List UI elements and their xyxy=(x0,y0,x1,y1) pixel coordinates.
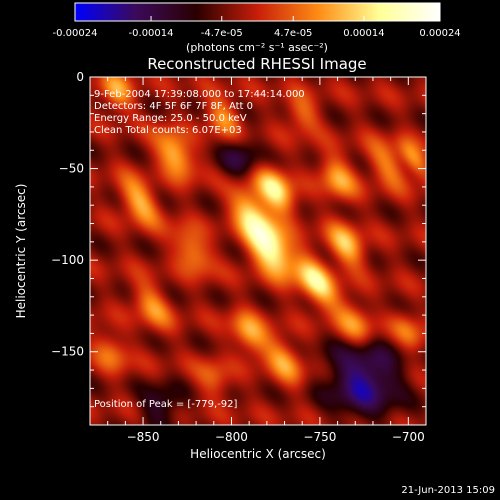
x-axis: −850 −800 −750 −700 xyxy=(107,77,427,444)
x-tick-label: −800 xyxy=(215,430,248,444)
colorbar-tick-label: -0.00024 xyxy=(53,28,98,39)
chart-title: Reconstructed RHESSI Image xyxy=(147,55,366,73)
colorbar-tick-label: 0.00014 xyxy=(343,28,384,39)
x-tick-label: −850 xyxy=(127,430,160,444)
y-tick-label: −100 xyxy=(51,253,84,267)
colorbar-tick-label: 0.00024 xyxy=(419,28,460,39)
x-axis-label: Heliocentric X (arcsec) xyxy=(190,447,326,461)
colorbar-ticks: -0.00024 -0.00014 -4.7e-05 4.7e-05 0.00014 0.… xyxy=(53,16,461,39)
footer-timestamp: 21-Jun-2013 15:09 xyxy=(401,485,495,496)
peak-label: Position of Peak = [-779,-92] xyxy=(94,399,238,410)
x-tick-label: −700 xyxy=(392,430,425,444)
x-tick-label: −750 xyxy=(303,430,336,444)
y-axis-label: Heliocentric Y (arcsec) xyxy=(14,184,28,319)
annotation-line: Detectors: 4F 5F 6F 7F 8F, Att 0 xyxy=(94,101,253,112)
colorbar-tick-label: -0.00014 xyxy=(129,28,174,39)
y-tick-label: −50 xyxy=(59,162,84,176)
y-axis: 0 −50 −100 −150 xyxy=(51,70,426,408)
annotation-line: Energy Range: 25.0 - 50.0 keV xyxy=(94,113,247,124)
colorbar-tick-label: 4.7e-05 xyxy=(274,28,312,39)
y-tick-label: 0 xyxy=(76,70,84,84)
plot-frame xyxy=(89,76,427,426)
colorbar-tick-label: -4.7e-05 xyxy=(201,28,243,39)
annotations: 9-Feb-2004 17:39:08.000 to 17:44:14.000D… xyxy=(94,89,305,136)
colorbar-units: (photons cm⁻² s⁻¹ asec⁻²) xyxy=(186,41,328,54)
y-tick-label: −150 xyxy=(51,345,84,359)
heatmap-image xyxy=(90,77,426,425)
annotation-line: 9-Feb-2004 17:39:08.000 to 17:44:14.000 xyxy=(94,89,305,100)
colorbar xyxy=(74,2,441,22)
annotation-line: Clean Total counts: 6.07E+03 xyxy=(94,125,242,136)
